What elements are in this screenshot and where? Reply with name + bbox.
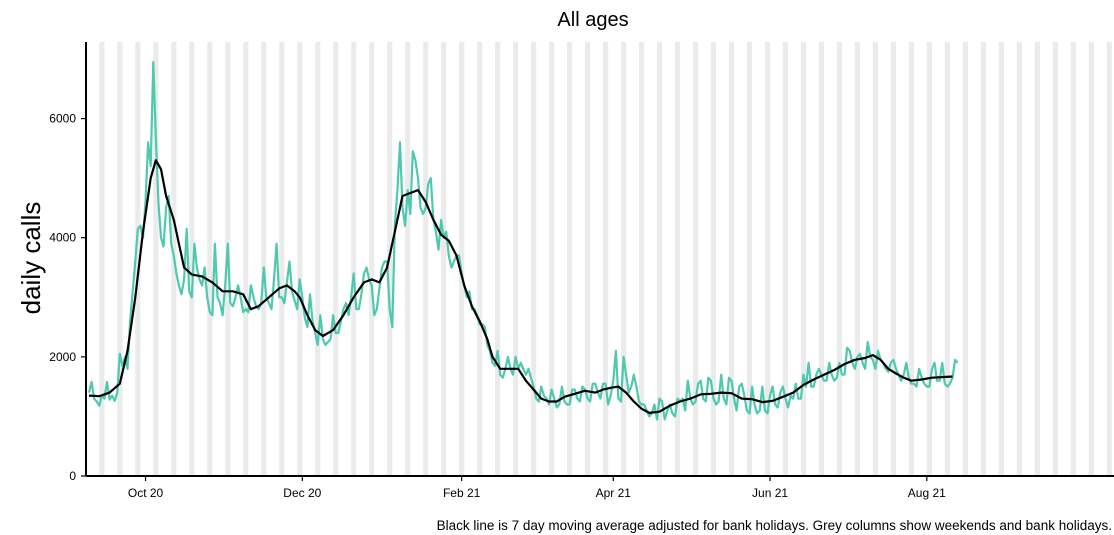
weekend-column [351, 42, 357, 476]
weekend-column [549, 42, 555, 476]
weekend-column [1106, 42, 1112, 476]
weekend-column [603, 42, 609, 476]
weekend-column [980, 42, 986, 476]
weekend-column [1016, 42, 1022, 476]
weekend-column [405, 42, 411, 476]
weekend-column [656, 42, 663, 476]
x-axis-ticks: Oct 20 Dec 20 Feb 21 Apr 21 Jun 21 Aug 21 [128, 476, 946, 500]
weekend-column [1088, 42, 1094, 476]
weekend-column [800, 42, 807, 476]
weekend-column [692, 42, 699, 476]
weekend-column [477, 42, 483, 476]
weekend-column [207, 42, 213, 476]
weekend-column [567, 42, 573, 476]
weekend-column [315, 42, 321, 476]
weekend-column [836, 42, 843, 476]
y-axis-label: daily calls [16, 202, 46, 315]
y-tick-label: 0 [69, 469, 76, 483]
weekend-column [261, 42, 267, 476]
weekend-column [818, 42, 825, 476]
x-tick-label: Apr 21 [596, 486, 632, 500]
weekend-column [531, 42, 537, 476]
x-tick-label: Oct 20 [128, 486, 164, 500]
weekend-column [153, 42, 159, 476]
weekend-shading [99, 42, 1112, 476]
weekend-column [189, 42, 195, 476]
y-tick-label: 6000 [49, 112, 76, 126]
moving-average-line [88, 159, 953, 414]
weekend-column [441, 42, 447, 476]
weekend-column [890, 42, 896, 476]
weekend-column [998, 42, 1004, 476]
weekend-column [585, 42, 591, 476]
weekend-column [926, 42, 932, 476]
weekend-column [944, 42, 950, 476]
weekend-column [746, 42, 753, 476]
weekend-column [513, 42, 519, 476]
weekend-column [728, 42, 735, 476]
x-tick-label: Dec 20 [283, 486, 321, 500]
weekend-column [620, 42, 627, 476]
weekend-column [962, 42, 968, 476]
x-tick-label: Jun 21 [752, 486, 788, 500]
chart-title: All ages [557, 9, 628, 31]
weekend-column [872, 42, 878, 476]
weekend-column [1034, 42, 1040, 476]
y-tick-label: 2000 [49, 350, 76, 364]
weekend-column [710, 42, 717, 476]
weekend-column [495, 42, 501, 476]
y-tick-label: 4000 [49, 231, 76, 245]
weekend-column [674, 42, 681, 476]
daily-calls-line [87, 60, 959, 421]
x-tick-label: Feb 21 [443, 486, 481, 500]
weekend-column [638, 42, 645, 476]
weekend-column [764, 42, 771, 476]
weekend-column [908, 42, 914, 476]
weekend-column [854, 42, 860, 476]
weekend-column [369, 42, 375, 476]
weekend-column [99, 42, 105, 476]
weekend-column [243, 42, 249, 476]
x-tick-label: Aug 21 [908, 486, 946, 500]
weekend-column [297, 42, 303, 476]
weekend-column [279, 42, 285, 476]
weekend-column [1052, 42, 1058, 476]
weekend-column [423, 42, 429, 476]
caption: Black line is 7 day moving average adjus… [437, 518, 1112, 533]
weekend-column [333, 42, 339, 476]
weekend-column [459, 42, 465, 476]
series-lines [87, 60, 959, 421]
weekend-column [1070, 42, 1076, 476]
weekend-column [117, 42, 123, 476]
weekend-column [135, 42, 141, 476]
weekend-column [782, 42, 789, 476]
y-axis-ticks: 0 2000 4000 6000 [49, 112, 86, 483]
